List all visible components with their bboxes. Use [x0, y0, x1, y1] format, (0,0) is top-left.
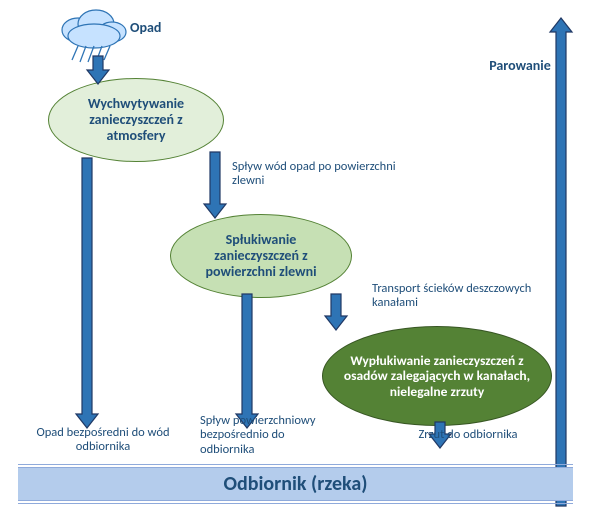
river-label: Odbiornik (rzeka)	[18, 472, 573, 496]
river-receiver: Odbiornik (rzeka)	[18, 464, 573, 504]
node-kanaly-label: Wypłukiwanie zanieczyszczeń z osadów zal…	[337, 353, 537, 400]
label-transport: Transport ścieków deszczowych kanałami	[372, 282, 552, 311]
label-splyw-odbiornik: Spływ powierzchniowy bezpośrednio do odb…	[200, 414, 340, 457]
label-splyw-zlewni: Spływ wód opad po powierzchni zlewni	[232, 160, 402, 189]
arrow-a_n1_n2	[204, 152, 226, 218]
label-zrzut: Zrzut do odbiornika	[418, 428, 518, 442]
node-zlewnia-label: Spłukiwanie zanieczyszczeń z powierzchni…	[185, 232, 337, 280]
label-parowanie: Parowanie	[475, 58, 565, 74]
node-atmosfera: Wychwytywanie zanieczyszczeń z atmosfery	[48, 78, 224, 162]
cloud-label: Opad	[130, 20, 161, 36]
node-zlewnia: Spłukiwanie zanieczyszczeń z powierzchni…	[170, 214, 352, 298]
node-kanaly: Wypłukiwanie zanieczyszczeń z osadów zal…	[322, 326, 552, 426]
arrow-a_n1_river	[76, 158, 98, 428]
label-opad-bezposredni: Opad bezpośredni do wód odbiornika	[28, 426, 178, 455]
cloud-icon	[54, 8, 126, 68]
arrow-a_n2_river	[236, 294, 258, 428]
node-atmosfera-label: Wychwytywanie zanieczyszczeń z atmosfery	[63, 96, 209, 144]
arrow-a_parowanie	[550, 18, 572, 506]
arrow-a_n2_n3	[325, 294, 347, 330]
